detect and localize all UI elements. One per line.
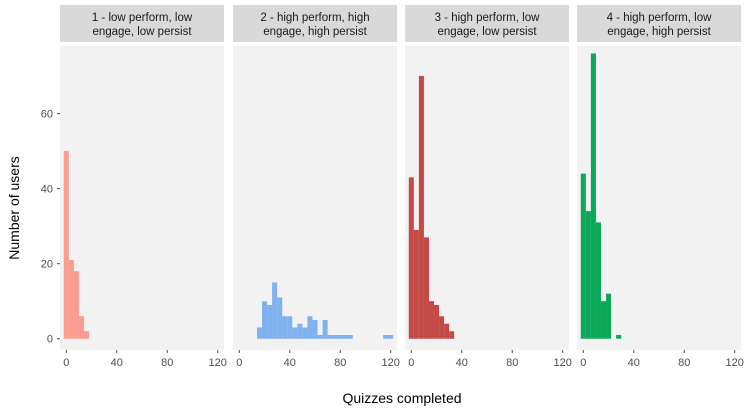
x-tick-label: 120 bbox=[209, 357, 227, 369]
histogram-bar bbox=[342, 334, 348, 339]
histogram-bar bbox=[282, 316, 288, 339]
histogram-bar bbox=[262, 301, 268, 339]
histogram-bar bbox=[434, 304, 440, 339]
histogram-bar bbox=[439, 316, 445, 339]
y-tick-label: 60 bbox=[41, 109, 53, 121]
histogram-bar bbox=[292, 327, 298, 339]
facet-2: 2 - high perform, high engage, high persi… bbox=[233, 5, 400, 369]
histogram-bar bbox=[267, 304, 273, 339]
facet-title-line: engage, low persist bbox=[437, 26, 537, 38]
x-tick-label: 0 bbox=[236, 357, 242, 369]
facet-3: 3 - high perform, low engage, low persist… bbox=[405, 5, 572, 369]
y-tick-label: 40 bbox=[41, 184, 53, 196]
facet-title-line: 1 - low perform, low bbox=[92, 12, 193, 24]
histogram-bar bbox=[63, 151, 69, 339]
histogram-bar bbox=[73, 271, 79, 339]
facet-strip bbox=[60, 5, 224, 42]
histogram-bar bbox=[78, 316, 84, 339]
histogram-bar bbox=[302, 327, 308, 339]
histogram-bar bbox=[277, 297, 283, 339]
histogram-bar bbox=[317, 334, 323, 339]
facet-strip bbox=[233, 5, 397, 42]
histogram-bar bbox=[272, 282, 278, 339]
facet-title-line: 4 - high perform, low bbox=[607, 12, 713, 24]
facet-4: 4 - high perform, low engage, high persis… bbox=[577, 5, 744, 369]
histogram-bar bbox=[297, 323, 303, 339]
y-tick-label: 0 bbox=[47, 334, 53, 346]
x-tick-label: 0 bbox=[580, 357, 586, 369]
y-axis: 0 20 40 60 bbox=[41, 109, 60, 346]
histogram-bar bbox=[332, 334, 338, 339]
histogram-bar bbox=[347, 334, 353, 339]
x-tick-label: 80 bbox=[678, 357, 690, 369]
histogram-bar bbox=[444, 323, 450, 339]
facet-strip bbox=[405, 5, 569, 42]
histogram-bar bbox=[580, 173, 586, 339]
histogram-bar bbox=[322, 319, 328, 339]
x-tick-label: 120 bbox=[726, 357, 744, 369]
y-tick-label: 20 bbox=[41, 259, 53, 271]
x-tick-label: 40 bbox=[456, 357, 468, 369]
y-axis-title: Number of users bbox=[6, 156, 22, 259]
facet-panel bbox=[60, 46, 224, 350]
facet-1: 1 - low perform, low engage, low persist 0… bbox=[60, 5, 227, 369]
facets-group: 1 - low perform, low engage, low persist 0… bbox=[60, 5, 744, 369]
x-tick-label: 40 bbox=[628, 357, 640, 369]
facet-panel bbox=[577, 46, 741, 350]
histogram-bar bbox=[428, 301, 435, 339]
histogram-bar bbox=[312, 319, 318, 339]
x-tick-label: 0 bbox=[408, 357, 414, 369]
facet-title-line: 2 - high perform, high bbox=[260, 12, 369, 24]
histogram-bar bbox=[337, 334, 343, 339]
histogram-bar bbox=[83, 331, 90, 339]
histogram-bar bbox=[418, 76, 424, 339]
x-tick-label: 80 bbox=[161, 357, 173, 369]
x-tick-label: 40 bbox=[111, 357, 123, 369]
x-tick-label: 120 bbox=[382, 357, 400, 369]
histogram-bar bbox=[388, 334, 394, 339]
x-tick-label: 80 bbox=[334, 357, 346, 369]
histogram-bar bbox=[595, 222, 601, 339]
facet-title-line: engage, high persist bbox=[607, 26, 711, 38]
histogram-bar bbox=[383, 334, 389, 339]
facet-panel bbox=[405, 46, 569, 350]
histogram-bar bbox=[616, 334, 622, 339]
facet-title-line: engage, low persist bbox=[92, 26, 192, 38]
histogram-bar bbox=[600, 301, 607, 339]
histogram-bar bbox=[449, 331, 455, 339]
histogram-bar bbox=[413, 229, 419, 339]
histogram-bar bbox=[307, 316, 313, 339]
facet-strip bbox=[577, 5, 741, 42]
histogram-bar bbox=[256, 327, 263, 339]
histogram-bar bbox=[590, 53, 596, 339]
histogram-bar bbox=[327, 334, 333, 339]
histogram-bar bbox=[585, 211, 591, 339]
facet-panel bbox=[233, 46, 397, 350]
x-tick-label: 80 bbox=[506, 357, 518, 369]
histogram-bar bbox=[287, 316, 293, 339]
histogram-bar bbox=[606, 293, 612, 339]
x-tick-label: 0 bbox=[63, 357, 69, 369]
x-tick-label: 40 bbox=[284, 357, 296, 369]
histogram-bar bbox=[68, 259, 74, 339]
histogram-bar bbox=[408, 177, 414, 339]
x-tick-label: 120 bbox=[554, 357, 572, 369]
facet-title-line: 3 - high perform, low bbox=[435, 12, 541, 24]
histogram-bar bbox=[423, 237, 429, 339]
x-axis-title: Quizzes completed bbox=[342, 390, 461, 406]
facet-title-line: engage, high persist bbox=[263, 26, 367, 38]
